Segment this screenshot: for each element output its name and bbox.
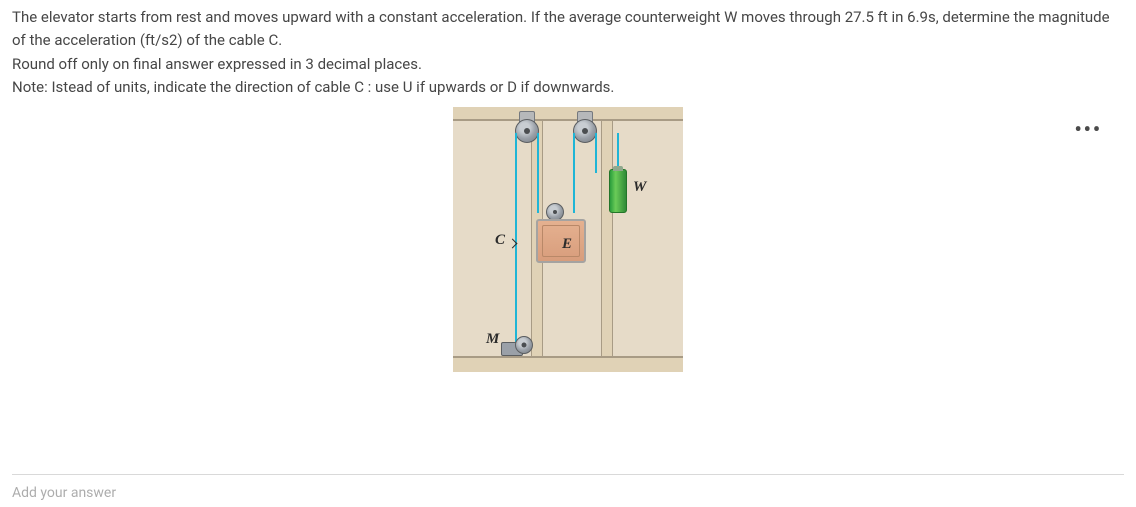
label-e: E: [562, 236, 572, 253]
figure-container: ••• E C W M: [12, 107, 1124, 372]
question-text: The elevator starts from rest and moves …: [12, 6, 1124, 99]
answer-input-row[interactable]: Add your answer: [12, 474, 1124, 501]
floor-beam: [453, 356, 683, 372]
elevator-inner: E: [542, 225, 580, 257]
motor-wheel-icon: [515, 336, 533, 354]
label-w: W: [633, 179, 646, 196]
motor-assembly: [501, 334, 531, 356]
pulley-1-icon: [515, 119, 539, 143]
cable-c-left: [515, 133, 517, 345]
label-m: M: [486, 331, 499, 348]
cable-w-attach: [617, 133, 619, 169]
question-line3: Note: Istead of units, indicate the dire…: [12, 78, 614, 96]
counterweight-block: [609, 169, 627, 213]
more-options-icon[interactable]: •••: [1074, 117, 1102, 141]
guide-rail-right: [601, 121, 613, 356]
cable-w-right: [595, 133, 597, 173]
cable-c-right: [537, 133, 539, 213]
question-line1: The elevator starts from rest and moves …: [12, 8, 1110, 49]
cable-e-left: [573, 133, 575, 213]
pulley-2-icon: [573, 119, 597, 143]
label-c: C: [495, 232, 505, 249]
question-line2: Round off only on final answer expressed…: [12, 55, 422, 73]
answer-placeholder: Add your answer: [12, 485, 116, 501]
elevator-box: E: [536, 219, 586, 263]
figure-diagram: E C W M: [452, 107, 684, 372]
ceiling-beam: [453, 107, 683, 121]
